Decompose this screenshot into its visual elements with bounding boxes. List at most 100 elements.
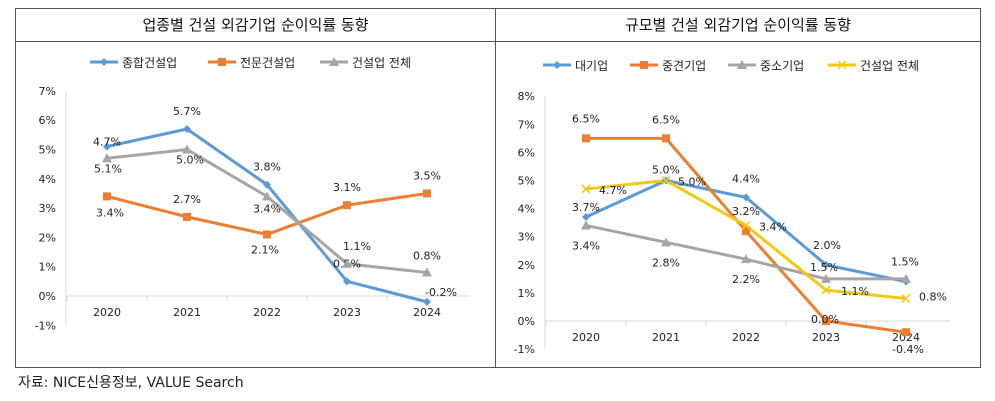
data-label: 1.1% (343, 240, 371, 253)
data-label: 6.5% (652, 113, 680, 126)
x-tick-label: 2023 (333, 306, 361, 319)
data-point (902, 328, 910, 337)
x-tick-label: 2021 (652, 331, 680, 344)
data-point (423, 297, 431, 306)
legend-marker-icon (640, 61, 648, 69)
data-label: -0.2% (425, 286, 457, 299)
data-point (423, 189, 431, 198)
x-tick-label: 2020 (572, 331, 600, 344)
data-point (582, 134, 590, 143)
data-label: 4.4% (732, 172, 760, 185)
legend-label: 중소기업 (760, 59, 804, 73)
data-point (741, 254, 751, 264)
data-point (182, 144, 192, 154)
data-point (102, 153, 112, 163)
data-label: 3.2% (732, 205, 760, 218)
legend-label: 중견기업 (662, 59, 706, 73)
x-tick-label: 2021 (173, 306, 201, 319)
data-label: -0.4% (892, 343, 924, 356)
y-tick-label: 4% (39, 173, 56, 186)
legend-label: 전문건설업 (240, 56, 295, 70)
y-tick-label: 6% (39, 114, 56, 127)
y-tick-label: 6% (518, 146, 535, 159)
data-label: 0.8% (919, 291, 947, 304)
legend-label: 건설업 전체 (860, 59, 919, 73)
series-line (106, 127, 428, 304)
legend-marker-icon (218, 58, 226, 66)
y-tick-label: 7% (39, 85, 56, 98)
y-tick-label: 0% (39, 290, 56, 303)
data-label: 4.7% (599, 184, 627, 197)
x-tick-label: 2022 (253, 306, 281, 319)
data-point (741, 220, 751, 230)
y-tick-label: 4% (518, 203, 535, 216)
legend-marker-icon (329, 57, 339, 66)
legend-label: 종합건설업 (122, 56, 177, 70)
data-point (262, 191, 272, 201)
data-label: 1.1% (841, 285, 869, 298)
y-tick-label: 8% (518, 90, 535, 103)
data-label: 0.8% (413, 250, 441, 263)
legend-label: 건설업 전체 (352, 56, 411, 70)
data-point (821, 285, 831, 295)
data-label: 3.1% (333, 181, 361, 194)
data-label: 3.4% (759, 220, 787, 233)
data-point (263, 180, 271, 189)
data-label: 3.4% (572, 239, 600, 252)
left-chart-title: 업종별 건설 외감기업 순이익률 동향 (16, 9, 495, 42)
data-point (822, 317, 830, 325)
data-point (822, 260, 830, 269)
legend-marker-icon (837, 60, 847, 70)
data-label: 5.0% (176, 154, 204, 167)
right-chart-panel: 규모별 건설 외감기업 순이익률 동향 (495, 8, 981, 368)
data-label: 5.0% (678, 176, 706, 189)
data-label: 1.5% (810, 261, 838, 274)
data-label: 3.4% (96, 206, 124, 219)
source-note: 자료: NICE신용정보, VALUE Search (18, 375, 244, 391)
data-label: 3.4% (253, 202, 281, 215)
legend-marker-icon (553, 61, 561, 69)
legend-marker-icon (100, 58, 108, 66)
data-point (422, 267, 432, 277)
x-tick-label: 2024 (892, 331, 920, 344)
data-label: 2.1% (251, 243, 279, 256)
data-point (581, 184, 591, 194)
data-point (661, 175, 671, 186)
x-tick-label: 2022 (732, 331, 760, 344)
data-label: 1.5% (891, 256, 919, 269)
data-point (901, 273, 911, 283)
data-label: 3.5% (413, 169, 441, 182)
y-tick-label: 5% (518, 175, 535, 188)
legend-label: 대기업 (575, 59, 608, 73)
y-tick-label: 1% (39, 261, 56, 274)
data-label: 0.0% (811, 313, 839, 326)
x-tick-label: 2023 (812, 331, 840, 344)
data-point (343, 201, 351, 210)
data-label: 2.8% (652, 256, 680, 269)
x-tick-label: 2024 (413, 306, 441, 319)
data-point (742, 193, 750, 202)
y-tick-label: 1% (518, 287, 535, 300)
data-label: 5.1% (94, 162, 122, 175)
right-chart-title: 규모별 건설 외감기업 순이익률 동향 (496, 9, 980, 42)
data-label: 4.7% (93, 136, 121, 149)
data-label: 5.7% (173, 105, 201, 118)
x-tick-label: 2020 (93, 306, 121, 319)
y-tick-label: 0% (518, 315, 535, 328)
data-point (901, 293, 911, 304)
data-label: 3.7% (572, 201, 600, 214)
data-point (103, 192, 111, 201)
y-tick-label: 5% (39, 144, 56, 157)
data-point (742, 227, 750, 236)
data-point (183, 212, 191, 221)
legend-marker-icon (737, 60, 747, 69)
data-point (263, 230, 271, 239)
data-point (103, 142, 111, 151)
data-label: 2.7% (173, 193, 201, 206)
data-label: 2.2% (732, 273, 760, 286)
data-label: 6.5% (572, 112, 600, 125)
y-tick-label: 2% (518, 259, 535, 272)
y-tick-label: -1% (35, 319, 56, 332)
y-tick-label: 3% (518, 231, 535, 244)
